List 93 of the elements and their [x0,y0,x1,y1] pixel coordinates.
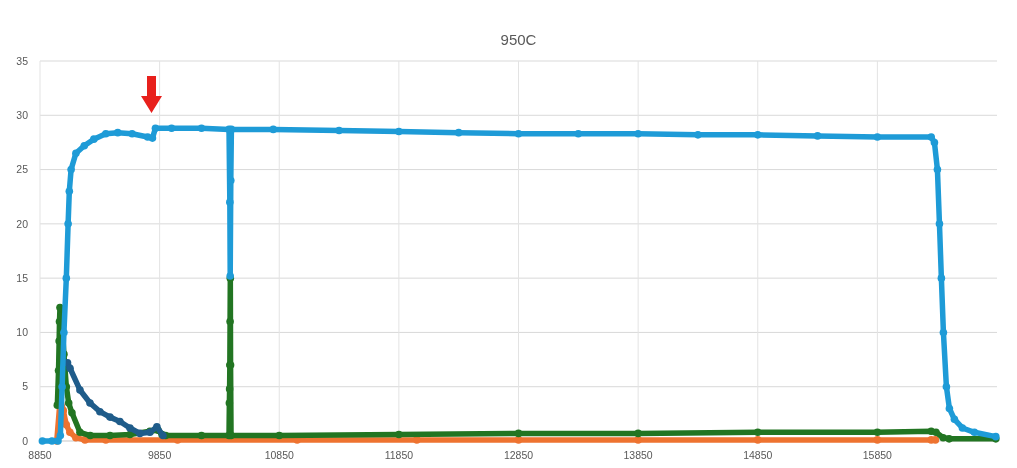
x-tick-label: 14850 [743,449,773,461]
point [197,431,206,440]
point [86,431,95,440]
x-tick-label: 8850 [28,449,52,461]
point [514,436,523,444]
point [65,187,74,196]
point [64,399,73,407]
point [932,428,940,437]
point [101,129,110,138]
point [58,382,66,391]
point [113,128,122,137]
point [68,408,76,417]
point [873,133,882,141]
y-tick-label: 0 [22,434,29,447]
x-tick-label: 11850 [384,449,414,461]
point [96,407,104,416]
point [574,129,583,138]
point [514,129,523,138]
point [634,429,642,438]
point [136,429,144,438]
point [67,165,75,174]
point [86,399,94,407]
y-tick-label: 15 [16,271,29,284]
point [90,135,98,143]
point [945,435,953,443]
point [945,404,954,413]
point [395,127,403,136]
x-tick-label: 12850 [503,449,534,461]
point [60,328,68,337]
point [56,431,65,440]
point [813,132,822,140]
point [935,220,944,228]
point [76,428,84,437]
point [927,133,936,141]
x-tick-label: 15850 [862,449,893,461]
point [106,413,114,421]
y-tick-label: 25 [16,163,29,176]
point [226,317,234,326]
point [753,436,762,444]
y-tick-label: 20 [16,217,29,230]
point [753,428,762,437]
point [939,328,948,337]
point [72,433,80,442]
point [942,382,951,391]
point [930,138,939,147]
point [151,124,160,133]
point [335,126,343,135]
point [126,430,134,439]
point [937,274,946,282]
point [66,428,74,437]
point [454,128,463,137]
point [275,431,284,440]
point [958,424,967,432]
point [116,417,124,426]
chart-title: 950C [500,31,537,48]
y-tick-label: 35 [16,54,29,67]
point [395,430,403,439]
y-tick-label: 5 [22,380,29,393]
point [128,129,136,138]
point [413,436,421,444]
point [753,131,762,139]
point [148,134,157,142]
point [106,431,114,440]
point [225,385,234,393]
y-tick-label: 30 [16,108,29,121]
point [80,141,89,150]
point [873,428,882,437]
point [970,428,979,437]
point [72,149,80,158]
point [62,420,71,429]
point [950,415,959,424]
point [694,131,702,139]
y-tick-label: 10 [16,326,29,339]
point [66,364,74,373]
point [38,437,47,445]
point [514,429,523,438]
point [933,165,942,174]
point [76,386,84,394]
point [269,125,278,134]
point [225,399,234,407]
point [634,129,642,138]
point [634,436,642,444]
x-tick-label: 13850 [623,449,653,461]
point [197,124,206,133]
point [873,436,882,444]
point [62,274,71,282]
x-tick-label: 9850 [147,449,172,461]
point [126,424,134,432]
x-tick-label: 10850 [264,449,295,461]
point [167,124,176,133]
point [81,436,89,444]
point [226,198,234,206]
point [64,220,72,228]
